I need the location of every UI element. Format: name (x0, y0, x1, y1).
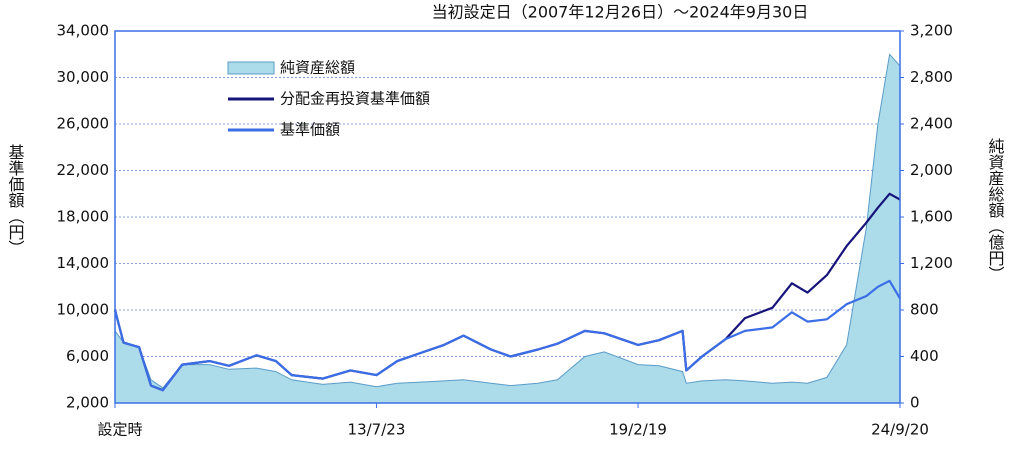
line (113, 192, 901, 392)
y-tick-label: 30,000 (57, 68, 110, 86)
y2-tick-label: 1,600 (910, 208, 953, 226)
plot-frame (114, 30, 901, 404)
y-tick-label: 2,000 (66, 394, 109, 412)
y-tick-label: 6,000 (66, 347, 109, 365)
y-tick-label: 26,000 (57, 115, 110, 133)
y-tick-label: 22,000 (57, 161, 110, 179)
y2-tick-label: 3,200 (910, 22, 953, 40)
x-tick-label: 19/2/19 (609, 421, 667, 439)
area (114, 53, 901, 404)
y2-tick-label: 0 (910, 394, 920, 412)
y-axis-label: 基準価額（円） (6, 144, 25, 256)
line (113, 279, 901, 392)
legend-label: 純資産総額 (280, 59, 355, 77)
y2-tick-label: 1,200 (910, 254, 953, 272)
legend-label: 基準価額 (280, 121, 340, 139)
chart-title: 当初設定日（2007年12月26日）～2024年9月30日 (432, 3, 809, 22)
y2-tick-label: 2,400 (910, 115, 953, 133)
y-tick-label: 10,000 (57, 301, 110, 319)
y2-tick-label: 400 (910, 347, 939, 365)
y2-tick-label: 2,000 (910, 161, 953, 179)
x-tick-label: 24/9/20 (871, 421, 929, 439)
x-tick-label: 設定時 (97, 421, 142, 439)
y-tick-label: 34,000 (57, 22, 110, 40)
y-tick-label: 14,000 (57, 254, 110, 272)
x-tick-label: 13/7/23 (348, 421, 406, 439)
y2-axis-label: 純資産総額（億円） (986, 138, 1005, 282)
plot-area (113, 53, 901, 404)
y-tick-label: 18,000 (57, 208, 110, 226)
y2-tick-label: 2,800 (910, 68, 953, 86)
legend-label: 分配金再投資基準価額 (280, 90, 430, 108)
legend-swatch (227, 61, 275, 75)
y2-tick-label: 800 (910, 301, 939, 319)
